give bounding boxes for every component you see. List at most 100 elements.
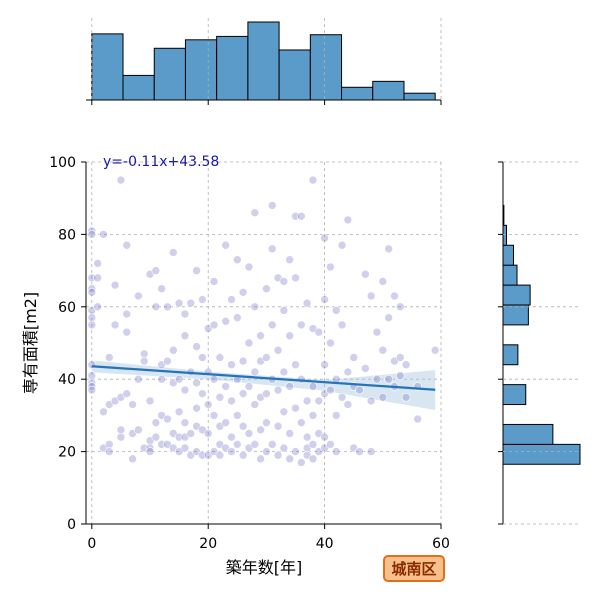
scatter-point-48: [151, 266, 161, 275]
scatter-point-33: [122, 389, 132, 398]
scatter-point-32: [122, 327, 132, 337]
scatter-point-168: [291, 273, 300, 283]
scatter-point-202: [331, 306, 341, 315]
x-hist-bar-6: [278, 49, 311, 101]
scatter-point-62: [168, 345, 178, 355]
scatter-point-206: [337, 240, 347, 250]
scatter-point-205: [331, 447, 341, 456]
scatter-point-83: [192, 378, 201, 388]
x-marginal-histogram: [86, 18, 442, 105]
scatter-point-127: [244, 262, 254, 272]
scatter-point-225: [378, 345, 388, 355]
scatter-point-84: [192, 403, 201, 413]
scatter-points: [87, 175, 440, 467]
scatter-point-155: [273, 421, 283, 431]
scatter-point-37: [134, 291, 143, 301]
y-tick-label-1: 20: [58, 445, 76, 461]
scatter-point-193: [320, 295, 329, 304]
y-tick-label-0: 0: [67, 517, 76, 533]
scatter-point-240: [430, 345, 440, 355]
scatter-point-56: [157, 440, 166, 449]
scatter-point-153: [273, 345, 283, 355]
scatter-point-200: [326, 385, 335, 395]
x-tick-label-3: 60: [432, 536, 450, 552]
regression-fit-line: [91, 365, 436, 391]
scatter-point-114: [227, 396, 236, 406]
scatter-point-99: [209, 374, 219, 384]
scatter-point-18: [99, 230, 108, 239]
scatter-point-108: [221, 316, 230, 326]
scatter-point-226: [378, 392, 388, 402]
scatter-point-188: [314, 327, 324, 337]
scatter-point-30: [122, 240, 132, 250]
x-hist-bar-3: [184, 39, 218, 101]
scatter-point-133: [250, 302, 260, 312]
scatter-point-73: [180, 385, 190, 395]
scatter-point-218: [361, 364, 370, 373]
x-hist-bar-4: [216, 35, 249, 101]
scatter-point-151: [267, 440, 277, 449]
scatter-point-12: [87, 385, 97, 395]
district-badge-label: 城南区: [391, 560, 436, 578]
scatter-point-135: [250, 400, 260, 409]
scatter-point-166: [285, 454, 294, 464]
scatter-point-106: [215, 450, 225, 460]
y-tick-label-3: 60: [58, 300, 76, 316]
scatter-point-123: [238, 356, 248, 366]
scatter-point-162: [285, 255, 294, 265]
scatter-point-199: [326, 338, 335, 348]
scatter-point-29: [116, 175, 126, 185]
scatter-point-208: [337, 392, 347, 402]
scatter-point-49: [151, 302, 161, 312]
scatter-point-79: [186, 429, 196, 438]
x-hist-bar-9: [372, 80, 405, 101]
scatter-point-175: [297, 418, 306, 427]
scatter-point-50: [151, 418, 161, 427]
y-hist-bar-12: [502, 264, 518, 286]
scatter-point-19: [104, 353, 114, 362]
scatter-point-237: [401, 392, 411, 402]
y-hist-bar-8: [502, 344, 519, 366]
main-grid: [86, 161, 442, 525]
district-badge: 城南区: [383, 555, 445, 582]
scatter-point-220: [366, 396, 376, 406]
scatter-point-6: [87, 313, 97, 322]
scatter-point-113: [227, 360, 236, 370]
scatter-point-39: [134, 425, 143, 435]
x-hist-bar-0: [91, 33, 124, 101]
scatter-point-132: [250, 208, 260, 217]
scatter-point-121: [233, 440, 242, 449]
scatter-point-221: [366, 447, 376, 456]
x-tick-label-2: 40: [316, 536, 334, 552]
scatter-point-198: [326, 262, 335, 272]
scatter-point-42: [139, 356, 149, 366]
scatter-point-67: [174, 374, 184, 384]
scatter-point-229: [384, 374, 393, 384]
scatter-point-141: [256, 454, 265, 464]
scatter-point-44: [145, 396, 155, 406]
scatter-point-76: [180, 443, 190, 453]
scatter-point-156: [273, 450, 283, 460]
scatter-point-91: [198, 450, 207, 460]
scatter-point-35: [128, 400, 137, 409]
scatter-point-21: [104, 440, 114, 449]
scatter-point-125: [238, 421, 248, 431]
x-hist-bar-7: [309, 34, 343, 101]
scatter-point-194: [320, 360, 329, 370]
scatter-point-163: [285, 331, 294, 341]
scatter-point-14: [93, 273, 102, 283]
scatter-point-140: [256, 425, 265, 435]
scatter-point-109: [221, 382, 230, 391]
scatter-point-185: [308, 411, 318, 420]
scatter-point-47: [145, 447, 155, 456]
scatter-point-115: [227, 432, 236, 442]
scatter-point-174: [297, 374, 306, 384]
scatter-point-149: [267, 320, 277, 330]
scatter-point-4: [87, 288, 97, 297]
scatter-point-94: [203, 400, 213, 409]
y-hist-bar-11: [502, 284, 531, 306]
scatter-point-219: [366, 291, 376, 301]
x-hist-bar-1: [122, 74, 155, 101]
scatter-point-144: [262, 389, 271, 398]
scatter-point-177: [302, 298, 312, 308]
